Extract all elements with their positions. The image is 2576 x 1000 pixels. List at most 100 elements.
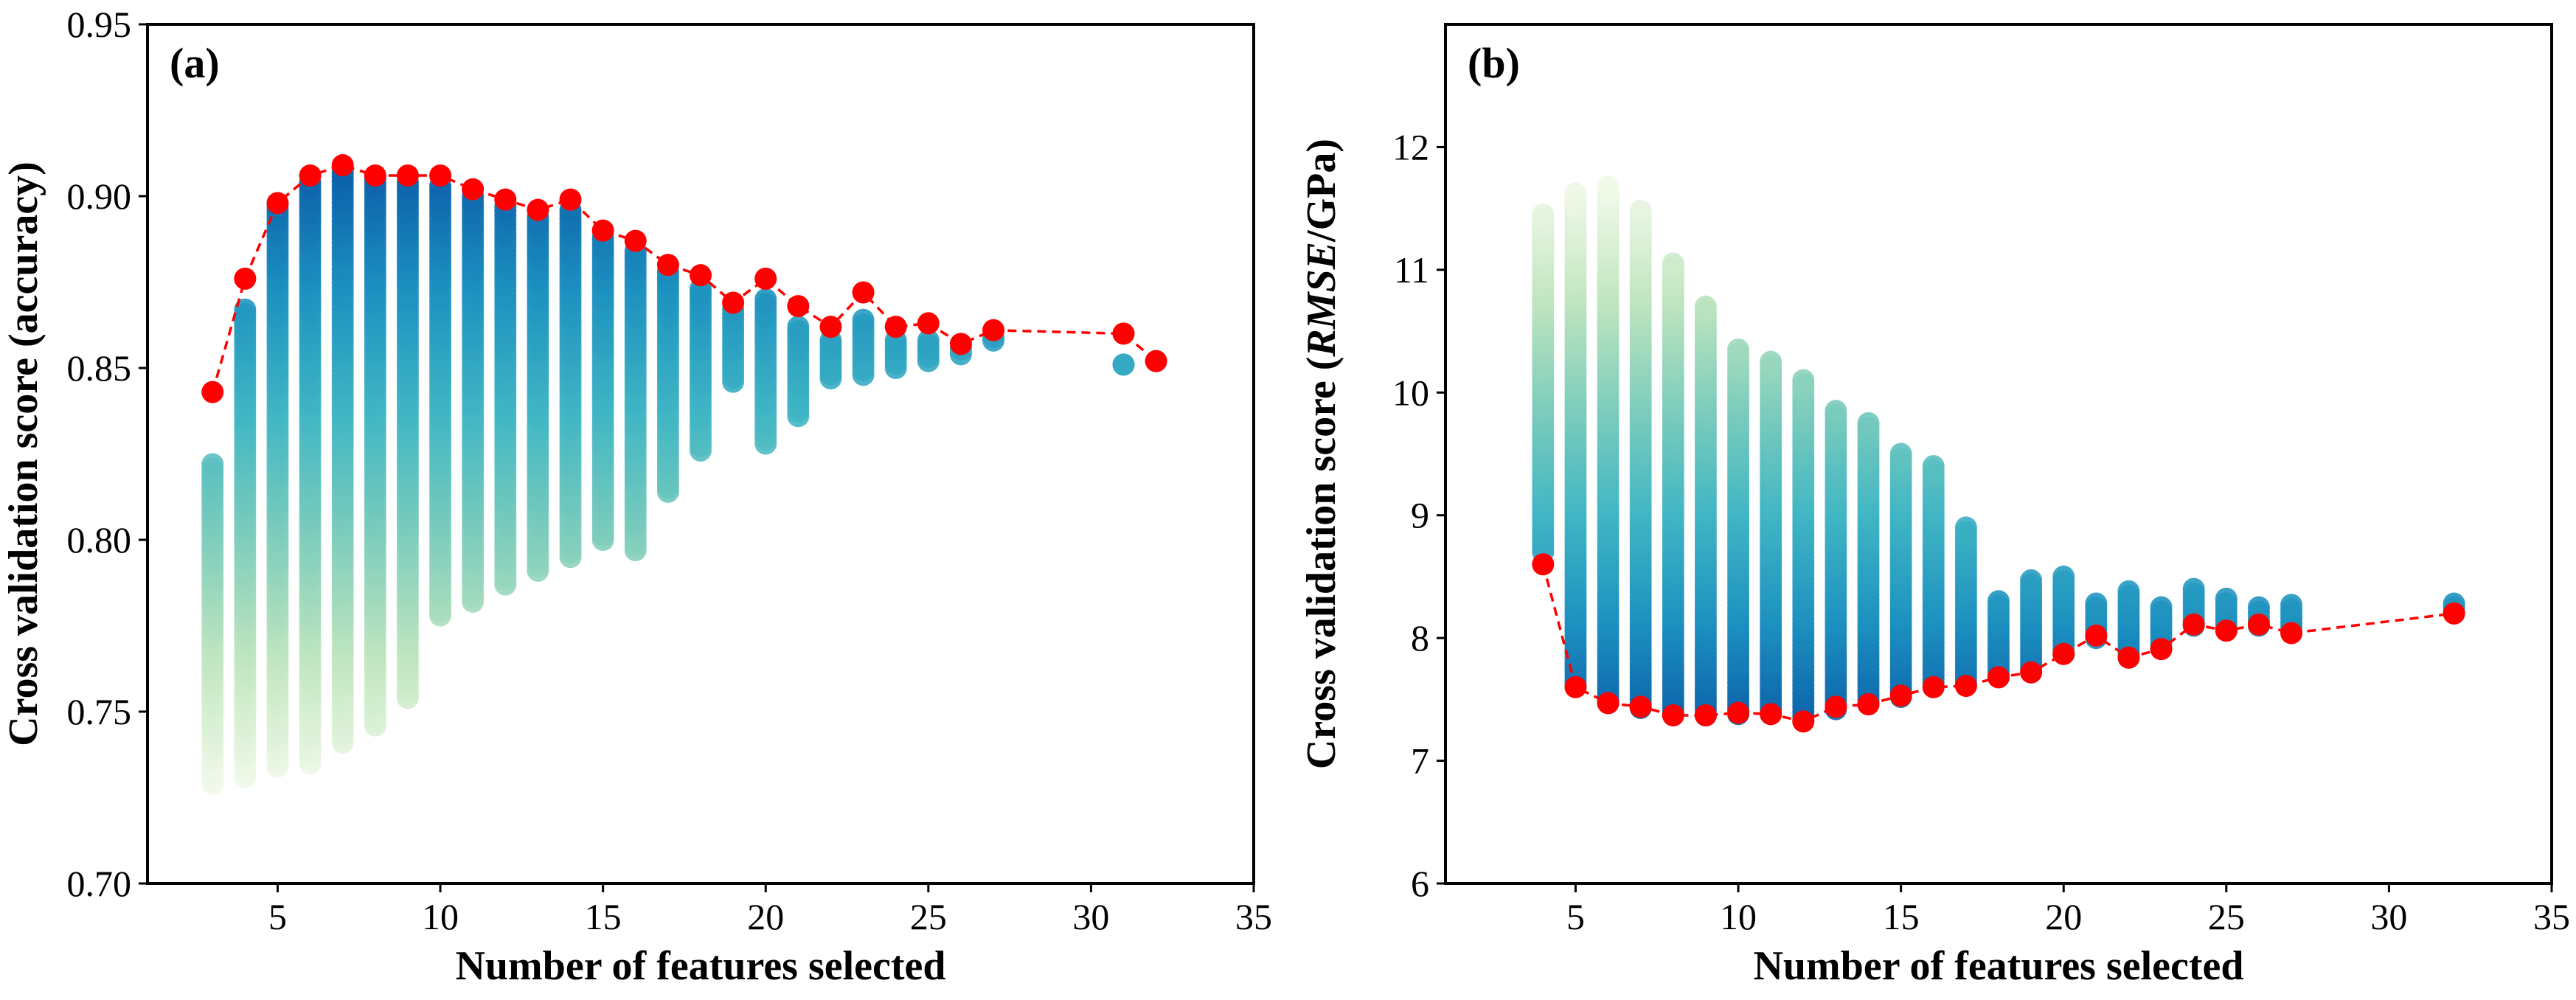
panel-b-best-score-point (2247, 613, 2270, 636)
panel-a-best-score-series (201, 154, 1167, 403)
panel-b-cloud-point (1727, 338, 1750, 361)
panel-a-x-tick-label: 35 (1235, 896, 1272, 937)
panel-b-best-score-point (2020, 661, 2043, 684)
panel-a-cloud-column-6 (299, 171, 322, 774)
panel-a-cloud-column-19 (722, 298, 745, 393)
panel-a-cloud-point (787, 316, 810, 338)
panel-b-cloud-point (2280, 594, 2303, 617)
panel-a-label: (a) (170, 39, 220, 87)
panel-b-best-score-point (1662, 704, 1684, 726)
panel-b-cloud-point (1954, 516, 1977, 539)
panel-b-x-tick-label: 20 (2045, 896, 2082, 937)
panel-a-x-tick-label: 5 (268, 896, 287, 937)
panel-a-cloud-point (754, 288, 777, 310)
panel-b-best-score-point (1792, 710, 1815, 733)
panel-b-best-score-point (1629, 695, 1652, 718)
panel-b-cloud-column-5 (1564, 182, 1587, 696)
panel-b-cloud-point (1922, 455, 1945, 478)
panel-b-cloud-point (2247, 596, 2270, 619)
panel-b-y-axis: 6 7 8 9 10 11 12 (1392, 126, 1445, 904)
panel-a-best-score-point (559, 188, 582, 211)
panel-a-y-axis-title: Cross validation score (accuracy) (1, 162, 46, 746)
panel-b-best-score-point (1727, 701, 1750, 724)
panel-b-cloud-point (1825, 400, 1847, 423)
panel-a-best-score-point (852, 281, 875, 304)
panel-b-cloud-point (1662, 252, 1684, 275)
panel-a-score-cloud (201, 161, 1167, 795)
panel-a-best-score-point (787, 295, 810, 318)
panel-b-y-tick-label: 8 (1411, 617, 1429, 659)
panel-b-best-score-point (2215, 619, 2237, 642)
panel-a-best-score-point (429, 164, 452, 187)
panel-b-best-score-point (1922, 676, 1945, 698)
panel-b-cloud-column-11 (1760, 350, 1782, 726)
panel-a-x-tick-label: 30 (1072, 896, 1109, 937)
panel-a-cloud-column-22 (819, 329, 842, 389)
panel-a-cloud-column-7 (331, 161, 354, 754)
panel-b-cloud-column-19 (2020, 569, 2043, 684)
panel-b-cloud-point (1760, 350, 1782, 373)
panel-a-best-score-point (754, 267, 777, 290)
panel-b-x-tick-label: 10 (1720, 896, 1757, 937)
panel-b-best-score-point (1954, 675, 1977, 698)
panel-a-best-score-point (690, 264, 712, 287)
panel-b-cloud-point (2215, 587, 2237, 610)
panel-a-cloud-column-16 (624, 240, 647, 561)
panel-a-best-score-point (331, 154, 354, 177)
panel-b-best-score-point (2052, 642, 2075, 665)
panel-a-cloud-column-4 (234, 298, 257, 788)
panel-a-cloud-point (1112, 353, 1135, 376)
panel-a-cloud-column-5 (266, 195, 289, 778)
panel-a-best-score-point (396, 164, 419, 187)
panel-b-x-axis-title: Number of features selected (1753, 943, 2243, 989)
panel-a-x-tick-label: 15 (585, 896, 622, 937)
panel-b-cloud-point (2020, 569, 2043, 591)
panel-b: 5 10 15 20 25 30 35 6 7 8 9 10 11 12 (b) Number of f… (1299, 23, 2570, 989)
panel-a-cloud-column-20 (754, 288, 777, 455)
panel-b-x-tick-label: 30 (2370, 896, 2407, 937)
panel-b-x-axis: 5 10 15 20 25 30 35 (1566, 883, 2570, 937)
panel-a-best-score-point (462, 178, 485, 201)
panel-a-cloud-point (917, 329, 940, 352)
panel-b-cloud-point (1532, 203, 1555, 226)
panel-b-cloud-column-6 (1597, 175, 1619, 715)
panel-a-y-axis: 0.70 0.75 0.80 0.85 0.90 0.95 (67, 4, 147, 904)
panel-a-cloud-column-13 (527, 205, 549, 582)
panel-a-best-score-point (299, 164, 322, 187)
panel-b-x-tick-label: 5 (1566, 896, 1585, 937)
panel-a-best-score-point (527, 198, 549, 221)
panel-a-best-score-point (1112, 322, 1135, 345)
panel-b-cloud-column-7 (1629, 199, 1652, 720)
panel-b-best-score-point (2085, 624, 2108, 647)
panel-a: 5 10 15 20 25 30 35 0.70 0.75 0.80 0.85 0.90 0.95 (… (1, 4, 1272, 989)
panel-a-cloud-point (234, 298, 257, 321)
panel-b-cloud-point (1694, 295, 1717, 318)
panel-b-best-score-point (1597, 692, 1619, 715)
panel-b-cloud-column-13 (1825, 400, 1847, 721)
panel-b-best-score-point (1564, 676, 1587, 698)
panel-b-cloud-column-8 (1662, 252, 1684, 726)
panel-a-cloud-column-17 (656, 260, 679, 503)
panel-a-x-axis: 5 10 15 20 25 30 35 (268, 883, 1272, 937)
panel-a-x-tick-label: 10 (422, 896, 459, 937)
panel-a-y-tick-label: 0.80 (67, 519, 132, 560)
panel-b-cloud-column-10 (1727, 338, 1750, 726)
panel-b-cloud-point (2052, 565, 2075, 588)
panel-b-cloud-column-12 (1792, 369, 1815, 732)
panel-b-y-tick-label: 6 (1411, 863, 1429, 904)
panel-a-best-score-point (819, 316, 842, 338)
panel-a-best-score-point (364, 164, 386, 187)
panel-a-y-tick-label: 0.85 (67, 347, 132, 389)
panel-b-cloud-point (1629, 199, 1652, 222)
panel-a-cloud-column-23 (852, 308, 875, 386)
panel-a-cloud-column-21 (787, 316, 810, 428)
panel-a-best-score-point (949, 333, 972, 355)
panel-a-x-tick-label: 25 (910, 896, 947, 937)
panel-b-y-tick-label: 10 (1392, 372, 1429, 413)
panel-b-cloud-point (2117, 580, 2140, 603)
panel-a-y-tick-label: 0.75 (67, 691, 132, 732)
panel-b-best-score-point (1857, 693, 1880, 716)
panel-b-cloud-point (1889, 442, 1912, 465)
panel-a-x-axis-title: Number of features selected (455, 943, 945, 989)
